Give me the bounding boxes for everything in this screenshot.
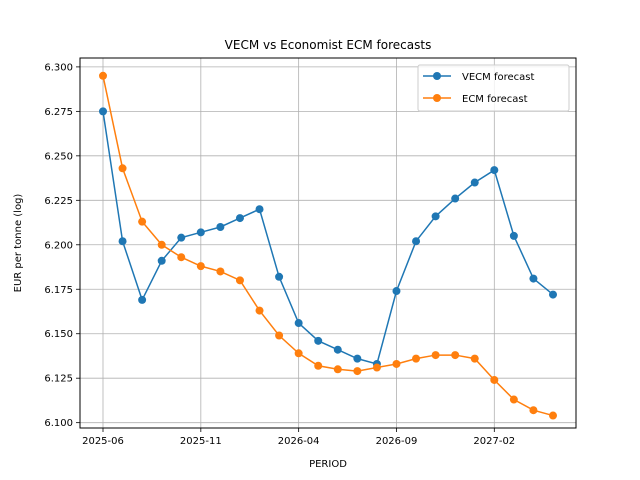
data-point — [470, 354, 479, 363]
data-point — [333, 345, 342, 354]
legend: VECM forecast ECM forecast — [417, 64, 570, 112]
data-point — [275, 272, 284, 281]
data-point — [157, 240, 166, 249]
data-point — [177, 233, 186, 242]
y-tick-label: 6.275 — [44, 107, 73, 118]
data-point — [353, 354, 362, 363]
legend-swatch-marker — [433, 72, 441, 80]
data-point — [451, 194, 460, 203]
series-vecm — [99, 107, 557, 368]
x-axis-ticks: 2025-06 2025-11 2026-04 2026-09 2027-02 — [82, 428, 515, 447]
data-point — [529, 274, 538, 283]
data-point — [196, 262, 205, 271]
y-tick-label: 6.100 — [44, 418, 73, 429]
data-point — [372, 363, 381, 372]
x-axis-label: PERIOD — [309, 459, 347, 470]
data-point — [314, 336, 323, 345]
data-point — [470, 178, 479, 187]
y-tick-label: 6.150 — [44, 329, 73, 340]
y-tick-label: 6.300 — [44, 62, 73, 73]
data-point — [255, 205, 264, 214]
y-tick-label: 6.225 — [44, 196, 73, 207]
data-point — [431, 212, 440, 221]
x-tick-label: 2025-06 — [82, 436, 124, 447]
data-point — [216, 267, 225, 276]
data-point — [509, 231, 518, 240]
y-tick-label: 6.175 — [44, 285, 73, 296]
data-point — [138, 295, 147, 304]
data-point — [392, 287, 401, 296]
data-point — [177, 253, 186, 262]
data-point — [294, 349, 303, 358]
data-point — [235, 214, 244, 223]
y-tick-label: 6.200 — [44, 240, 73, 251]
x-tick-label: 2026-04 — [278, 436, 320, 447]
data-point — [99, 107, 107, 116]
data-point — [490, 375, 499, 384]
x-tick-label: 2026-09 — [376, 436, 418, 447]
data-point — [314, 361, 323, 370]
data-point — [353, 367, 362, 376]
data-point — [549, 290, 557, 299]
data-point — [294, 319, 303, 328]
data-point — [255, 306, 264, 315]
data-point — [118, 237, 127, 246]
data-point — [549, 411, 557, 420]
grid-lines — [80, 58, 576, 428]
data-point — [431, 351, 440, 360]
y-tick-label: 6.250 — [44, 151, 73, 162]
data-point — [118, 164, 127, 173]
data-point — [275, 331, 284, 340]
data-point — [216, 222, 225, 231]
y-axis-ticks: 6.100 6.125 6.150 6.175 6.200 6.225 6.250 6.275… — [44, 62, 80, 429]
x-tick-label: 2027-02 — [473, 436, 515, 447]
data-point — [490, 166, 499, 175]
data-point — [99, 71, 107, 80]
data-point — [157, 256, 166, 265]
data-point — [451, 351, 460, 360]
plot-frame — [79, 57, 577, 429]
y-axis-label: EUR per tonne (log) — [13, 194, 24, 293]
legend-swatch-marker — [433, 94, 441, 102]
data-point — [509, 395, 518, 404]
data-point — [412, 354, 421, 363]
data-point — [138, 217, 147, 226]
series-layer — [99, 71, 557, 420]
data-point — [529, 406, 538, 415]
data-point — [392, 359, 401, 368]
y-tick-label: 6.125 — [44, 374, 73, 385]
x-tick-label: 2025-11 — [180, 436, 222, 447]
data-point — [196, 228, 205, 237]
series-ecm — [99, 71, 557, 420]
legend-box — [417, 64, 570, 112]
data-point — [235, 276, 244, 285]
data-point — [333, 365, 342, 374]
legend-label: ECM forecast — [462, 94, 528, 105]
data-point — [412, 237, 421, 246]
chart-title: VECM vs Economist ECM forecasts — [225, 38, 432, 52]
legend-label: VECM forecast — [462, 72, 534, 83]
